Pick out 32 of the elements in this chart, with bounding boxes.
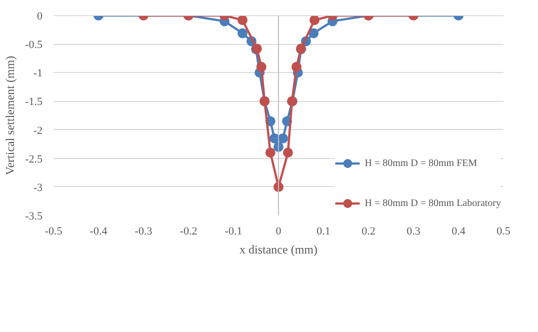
y-tick-label: 0 <box>37 10 43 22</box>
y-tick-label: -3 <box>33 182 43 194</box>
y-tick-label: -0.5 <box>25 39 43 52</box>
x-tick-label: 0.5 <box>496 226 511 238</box>
point <box>292 62 302 72</box>
y-axis-title: Vertical settlement (mm) <box>3 56 18 176</box>
point <box>265 148 276 158</box>
y-tick-label: -2.5 <box>25 153 43 166</box>
x-tick-label: 0.3 <box>406 226 421 238</box>
point <box>310 16 320 26</box>
x-tick-label: 0.2 <box>362 226 376 238</box>
point <box>308 28 319 38</box>
x-tick-label: -0.1 <box>224 226 242 238</box>
x-tick-label: 0 <box>276 226 282 238</box>
x-tick-label: -0.4 <box>90 226 108 238</box>
legend-label: H = 80mm D = 80mm Laboratory <box>364 198 501 208</box>
y-tick-label: -2 <box>33 124 43 137</box>
x-tick-label: -0.5 <box>44 226 63 238</box>
x-tick-label: -0.2 <box>180 226 198 238</box>
point <box>256 62 266 72</box>
point <box>282 148 293 158</box>
point <box>238 16 248 26</box>
y-tick-label: -3.5 <box>25 210 43 222</box>
point <box>278 133 288 144</box>
x-tick-label: 0.1 <box>316 226 330 238</box>
legend-label: H = 80mm D = 80mm FEM <box>364 158 478 168</box>
x-tick-label: -0.3 <box>134 226 153 238</box>
x-axis-title: x distance (mm) <box>240 242 318 256</box>
y-tick-label: -1 <box>33 68 43 80</box>
y-tick-label: -1.5 <box>25 96 43 108</box>
x-tick-label: 0.4 <box>452 226 466 238</box>
point <box>238 28 248 38</box>
